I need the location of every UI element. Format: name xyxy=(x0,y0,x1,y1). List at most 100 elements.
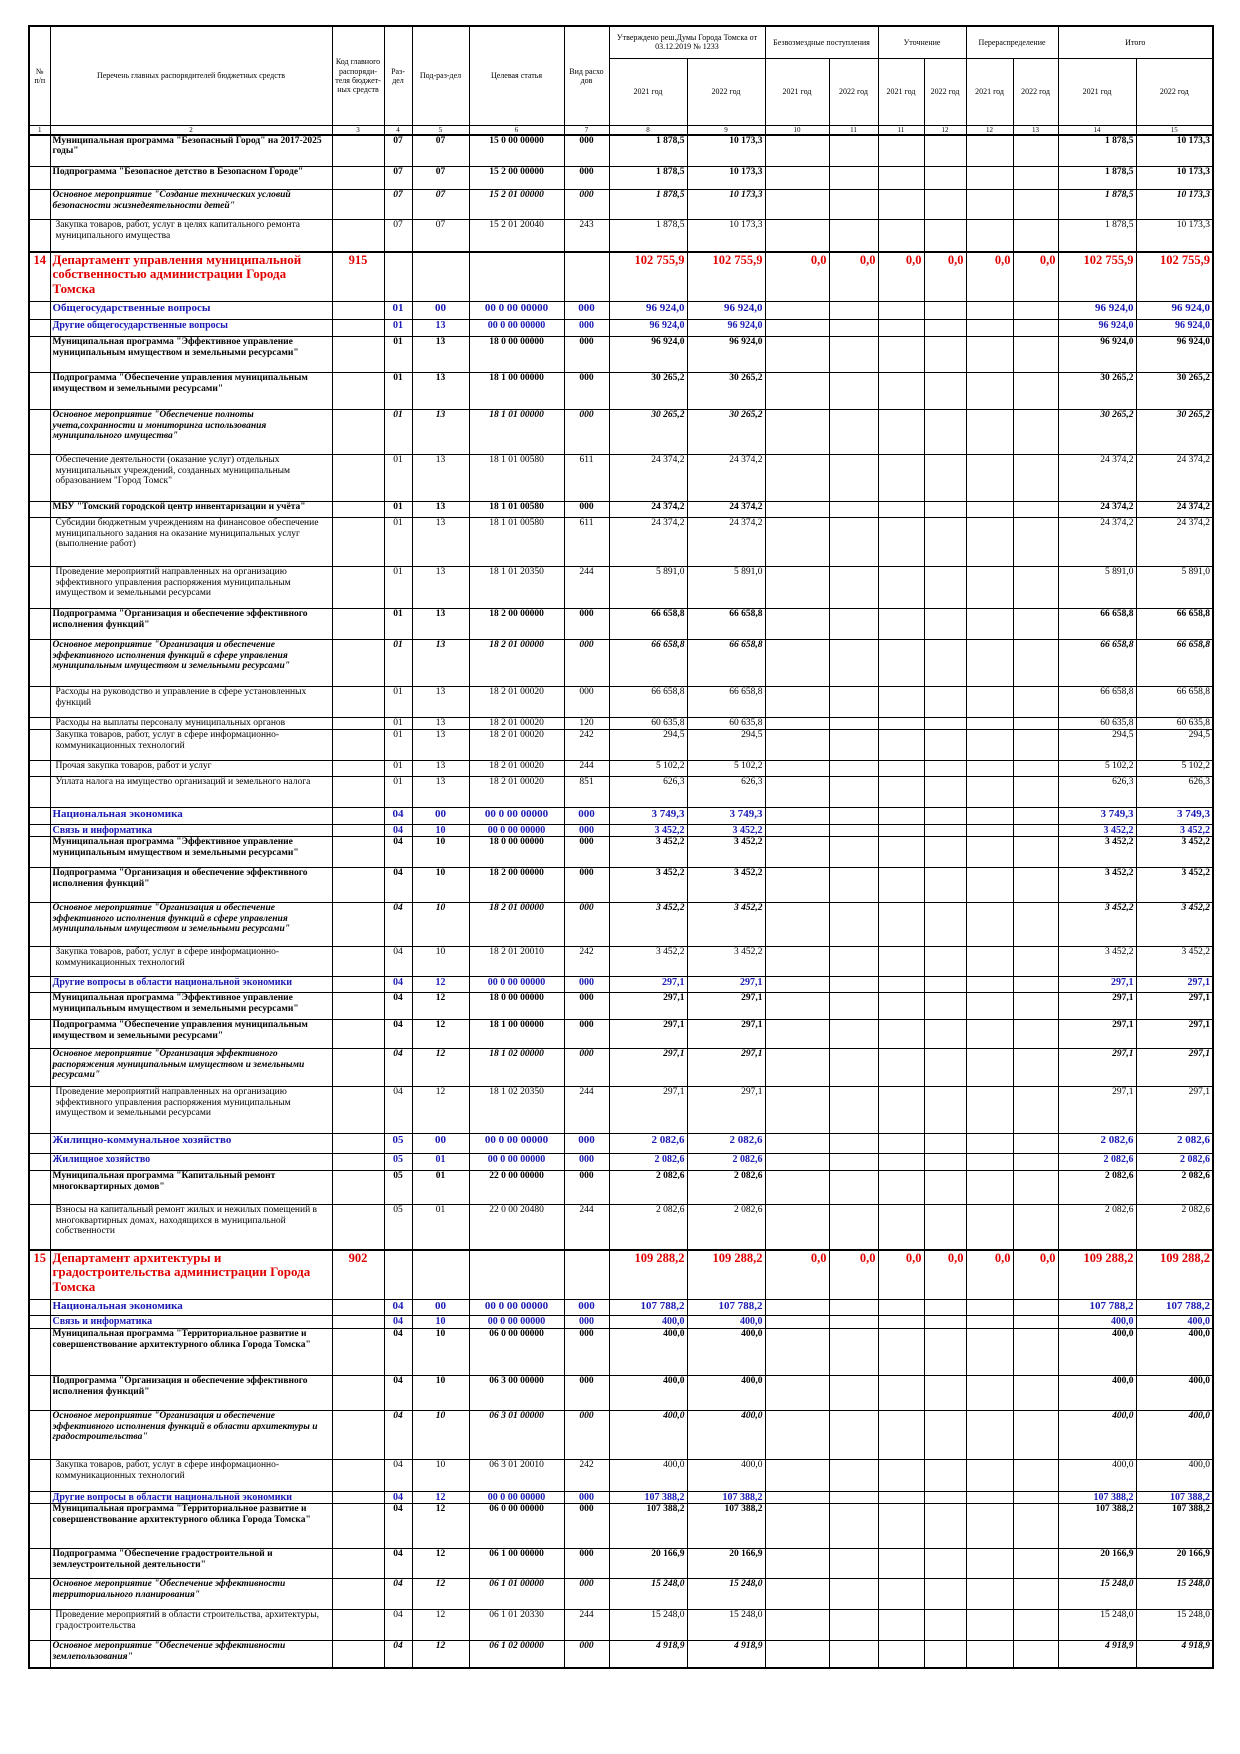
type-cell: 000 xyxy=(563,867,610,904)
type-cell: 611 xyxy=(563,454,610,502)
amount-cell: 294,5 xyxy=(608,729,688,761)
row-name: Закупка товаров, работ, услуг в целях ка… xyxy=(49,219,333,252)
table-row: Подпрограмма "Обеспечение управления мун… xyxy=(28,372,1214,410)
empty-cell xyxy=(1012,867,1059,904)
empty-cell xyxy=(923,166,967,190)
subsection-cell: 10 xyxy=(411,902,470,948)
empty-cell xyxy=(764,409,830,455)
empty-cell xyxy=(877,867,925,904)
empty-cell xyxy=(28,501,51,518)
subsection-cell: 07 xyxy=(411,189,470,220)
amount-cell: 297,1 xyxy=(608,1086,688,1135)
table-row: Муниципальная программа "Эффективное упр… xyxy=(28,992,1214,1021)
section-cell: 04 xyxy=(383,823,413,838)
empty-cell xyxy=(965,902,1014,948)
amount-cell: 294,5 xyxy=(1057,729,1137,761)
column-number: 15 xyxy=(1135,124,1214,136)
empty-cell xyxy=(828,807,879,825)
amount-cell: 107 388,2 xyxy=(608,1491,688,1505)
empty-cell xyxy=(828,1640,879,1669)
table-row: Муниципальная программа "Эффективное упр… xyxy=(28,336,1214,373)
empty-cell xyxy=(764,134,830,167)
column-number: 12 xyxy=(965,124,1014,136)
empty-cell xyxy=(28,1459,51,1493)
table-row: Связь и информатика 04 10 00 0 00 00000 000 4… xyxy=(28,1315,1214,1330)
empty-cell xyxy=(877,608,925,640)
empty-cell xyxy=(331,1048,385,1088)
section-cell: 04 xyxy=(383,1491,413,1505)
amount-cell: 60 635,8 xyxy=(686,717,766,730)
amount-cell: 297,1 xyxy=(1135,1048,1214,1088)
target-cell: 18 2 00 00000 xyxy=(468,867,565,904)
amount-cell: 297,1 xyxy=(686,1019,766,1050)
amount-cell: 400,0 xyxy=(1057,1375,1137,1412)
empty-cell xyxy=(331,976,385,994)
budget-table: № п/п Перечень главных распорядителей бю… xyxy=(28,25,1215,1669)
row-name: Муниципальная программа "Безопасный Горо… xyxy=(49,134,333,167)
empty-cell xyxy=(828,902,879,948)
amount-cell: 10 173,3 xyxy=(1135,219,1214,252)
empty-cell xyxy=(1012,1299,1059,1317)
amount-cell: 400,0 xyxy=(686,1328,766,1377)
subsection-cell: 12 xyxy=(411,1548,470,1580)
section-cell: 01 xyxy=(383,729,413,761)
empty-cell xyxy=(28,639,51,687)
amount-cell: 102 755,9 xyxy=(1057,250,1137,302)
amount-cell: 400,0 xyxy=(686,1459,766,1493)
empty-cell xyxy=(28,409,51,455)
row-name: Муниципальная программа "Эффективное упр… xyxy=(49,336,333,373)
column-number: 4 xyxy=(383,124,413,136)
empty-cell xyxy=(331,992,385,1021)
empty-cell xyxy=(828,517,879,567)
empty-cell xyxy=(877,1640,925,1669)
amount-cell: 297,1 xyxy=(686,1048,766,1088)
header-year: 2021 год xyxy=(877,57,925,126)
table-row: Основное мероприятие "Создание техническ… xyxy=(28,189,1214,220)
type-cell: 242 xyxy=(563,729,610,761)
row-name: Жилищное хозяйство xyxy=(49,1153,333,1172)
amount-cell: 24 374,2 xyxy=(1057,454,1137,502)
empty-cell xyxy=(923,501,967,518)
amount-cell: 5 102,2 xyxy=(1135,760,1214,777)
section-cell: 04 xyxy=(383,836,413,869)
empty-cell xyxy=(965,409,1014,455)
empty-cell xyxy=(923,1375,967,1412)
empty-cell xyxy=(923,867,967,904)
amount-cell: 30 265,2 xyxy=(1057,409,1137,455)
row-name: Основное мероприятие "Организация эффект… xyxy=(49,1048,333,1088)
amount-cell: 107 388,2 xyxy=(686,1503,766,1550)
amount-cell: 96 924,0 xyxy=(608,336,688,373)
row-name: Закупка товаров, работ, услуг в сфере ин… xyxy=(49,729,333,761)
target-cell: 15 2 01 20040 xyxy=(468,219,565,252)
amount-cell: 3 452,2 xyxy=(1135,902,1214,948)
empty-cell xyxy=(331,372,385,410)
empty-cell xyxy=(1012,976,1059,994)
table-row: Основное мероприятие "Обеспечение эффект… xyxy=(28,1578,1214,1611)
amount-cell: 24 374,2 xyxy=(1057,517,1137,567)
empty-cell xyxy=(28,776,51,808)
row-name: Подпрограмма "Обеспечение управления мун… xyxy=(49,372,333,410)
type-cell: 000 xyxy=(563,1170,610,1206)
amount-cell: 2 082,6 xyxy=(1057,1153,1137,1172)
table-row: Подпрограмма "Организация и обеспечение … xyxy=(28,608,1214,640)
empty-cell xyxy=(828,946,879,978)
subsection-cell: 13 xyxy=(411,717,470,730)
target-cell: 18 2 01 20010 xyxy=(468,946,565,978)
empty-cell xyxy=(877,166,925,190)
amount-cell: 109 288,2 xyxy=(686,1248,766,1301)
subsection-cell: 12 xyxy=(411,992,470,1021)
empty-cell xyxy=(877,1048,925,1088)
table-row: Обеспечение деятельности (оказание услуг… xyxy=(28,454,1214,502)
header-year: 2022 год xyxy=(1135,57,1214,126)
amount-cell: 3 452,2 xyxy=(608,946,688,978)
empty-cell xyxy=(28,1153,51,1172)
amount-cell: 0,0 xyxy=(965,250,1014,302)
empty-cell xyxy=(28,166,51,190)
empty-cell xyxy=(965,1375,1014,1412)
amount-cell: 96 924,0 xyxy=(1135,336,1214,373)
empty-cell xyxy=(965,836,1014,869)
amount-cell: 20 166,9 xyxy=(1057,1548,1137,1580)
empty-cell xyxy=(1012,1170,1059,1206)
empty-cell xyxy=(468,250,565,302)
empty-cell xyxy=(1012,1640,1059,1669)
